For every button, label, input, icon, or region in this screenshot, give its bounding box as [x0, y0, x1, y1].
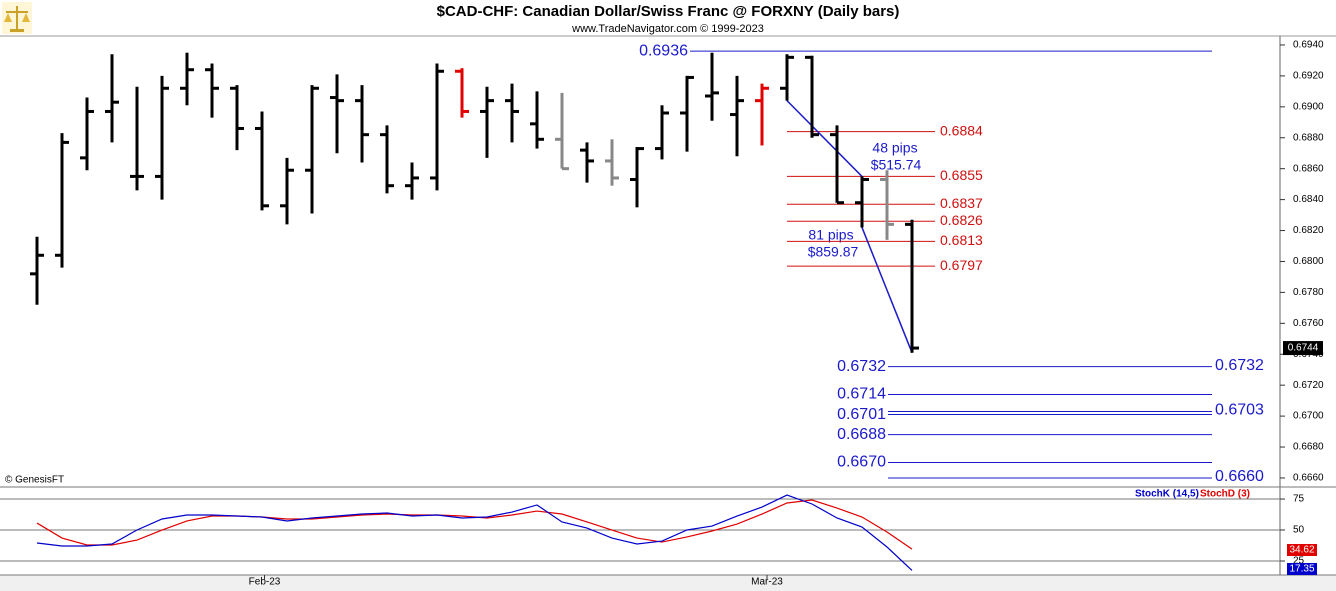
annotation: $859.87 [808, 244, 859, 260]
annotation: 81 pips [808, 227, 853, 243]
last-value-box [1287, 563, 1317, 575]
level-label: 0.6703 [1215, 402, 1264, 419]
last-value-box [1287, 544, 1317, 556]
y-tick-label: 0.6760 [1293, 318, 1324, 329]
y-tick-label: 0.6940 [1293, 40, 1324, 51]
level-label: 0.6855 [940, 167, 983, 183]
logo-pans [4, 13, 30, 22]
level-label: 0.6701 [837, 406, 886, 423]
level-label: 0.6797 [940, 257, 983, 273]
chart-title: $CAD-CHF: Canadian Dollar/Swiss Franc @ … [437, 3, 900, 20]
y-tick-label: 75 [1293, 494, 1305, 505]
chart-subtitle: www.TradeNavigator.com © 1999-2023 [571, 23, 764, 35]
last-price-label: 0.6744 [1288, 343, 1319, 354]
level-label: 0.6936 [639, 42, 688, 59]
indicator-line [36, 494, 913, 571]
annotation: $515.74 [871, 157, 922, 173]
time-axis-bg [0, 575, 1336, 591]
y-tick-label: 25 [1293, 556, 1305, 567]
level-label: 0.6732 [1215, 357, 1264, 374]
y-tick-label: 0.6860 [1293, 163, 1324, 174]
y-tick-label: 0.6920 [1293, 71, 1324, 82]
level-label: 0.6688 [837, 426, 886, 443]
level-label: 0.6826 [940, 212, 983, 228]
level-label: 0.6660 [1215, 468, 1264, 485]
y-tick-label: 0.6800 [1293, 256, 1324, 267]
level-label: 0.6670 [837, 454, 886, 471]
y-tick-label: 0.6900 [1293, 101, 1324, 112]
last-value-label: 34.62 [1289, 545, 1314, 556]
x-tick-label: Mar-23 [751, 577, 783, 588]
x-tick-label: Feb-23 [249, 577, 281, 588]
legend-label: StochD (3) [1200, 489, 1250, 500]
level-label: 0.6714 [837, 386, 886, 403]
level-label: 0.6813 [940, 232, 983, 248]
level-label: 0.6732 [837, 358, 886, 375]
y-tick-label: 0.6880 [1293, 132, 1324, 143]
y-tick-label: 0.6720 [1293, 380, 1324, 391]
logo [2, 2, 32, 34]
last-value-label: 17.35 [1289, 564, 1314, 575]
y-tick-label: 0.6780 [1293, 287, 1324, 298]
last-price-box [1283, 341, 1323, 356]
y-tick-label: 0.6700 [1293, 411, 1324, 422]
level-label: 0.6884 [940, 122, 983, 138]
credit: © GenesisFT [5, 475, 64, 486]
y-tick-label: 0.6680 [1293, 442, 1324, 453]
logo-base [10, 29, 24, 32]
annotation: 48 pips [872, 140, 917, 156]
level-label: 0.6837 [940, 195, 983, 211]
legend-label: StochK (14,5) [1135, 489, 1199, 500]
y-tick-label: 0.6660 [1293, 473, 1324, 484]
y-tick-label: 50 [1293, 525, 1305, 536]
y-tick-label: 0.6840 [1293, 194, 1324, 205]
y-tick-label: 0.6820 [1293, 225, 1324, 236]
